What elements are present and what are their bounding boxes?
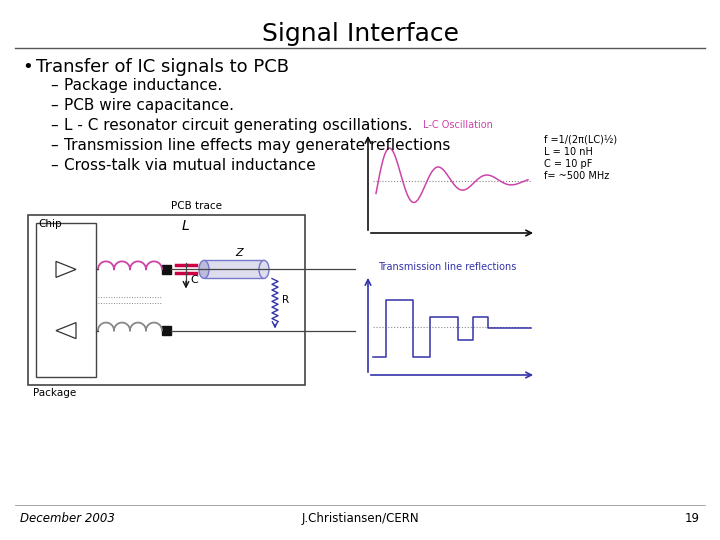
Bar (161, 326, 171, 335)
Text: PCB trace: PCB trace (171, 201, 222, 211)
Text: Package inductance.: Package inductance. (64, 78, 222, 93)
Text: Z: Z (235, 248, 243, 259)
Text: C: C (190, 275, 198, 286)
Text: –: – (50, 138, 58, 153)
Text: L = 10 nH: L = 10 nH (544, 147, 593, 157)
Text: J.Christiansen/CERN: J.Christiansen/CERN (301, 512, 419, 525)
Text: •: • (22, 58, 32, 76)
Text: Chip: Chip (38, 219, 62, 229)
Text: –: – (50, 158, 58, 173)
Bar (161, 265, 171, 274)
Ellipse shape (259, 260, 269, 279)
Bar (36, 223, 96, 377)
Text: Package: Package (33, 388, 76, 398)
Text: PCB wire capacitance.: PCB wire capacitance. (64, 98, 234, 113)
Text: –: – (50, 98, 58, 113)
Text: Transmission line reflections: Transmission line reflections (378, 262, 516, 272)
Text: Signal Interface: Signal Interface (261, 22, 459, 46)
Text: f =1/(2π(LC)½): f =1/(2π(LC)½) (544, 135, 617, 145)
Text: –: – (50, 118, 58, 133)
Text: Cross-talk via mutual inductance: Cross-talk via mutual inductance (64, 158, 316, 173)
Text: 19: 19 (685, 512, 700, 525)
Text: L-C Oscillation: L-C Oscillation (423, 120, 493, 130)
Text: R: R (282, 295, 289, 305)
Ellipse shape (199, 260, 209, 279)
Text: December 2003: December 2003 (20, 512, 115, 525)
Bar (28, 215, 305, 385)
Bar (204, 260, 264, 279)
Text: C = 10 pF: C = 10 pF (544, 159, 593, 169)
Text: Transmission line effects may generate reflections: Transmission line effects may generate r… (64, 138, 451, 153)
Text: L - C resonator circuit generating oscillations.: L - C resonator circuit generating oscil… (64, 118, 413, 133)
Text: Transfer of IC signals to PCB: Transfer of IC signals to PCB (36, 58, 289, 76)
Text: L: L (181, 219, 189, 233)
Text: f= ~500 MHz: f= ~500 MHz (544, 171, 609, 181)
Text: –: – (50, 78, 58, 93)
